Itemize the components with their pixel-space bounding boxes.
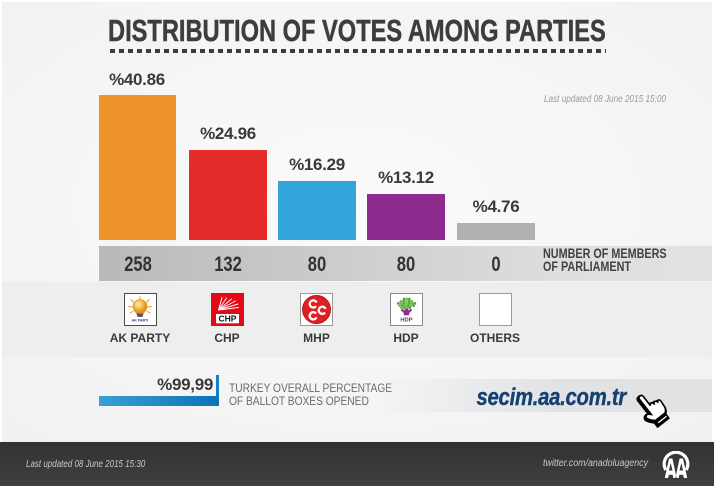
svg-text:HDP: HDP bbox=[400, 317, 412, 323]
svg-text:AK PARTi: AK PARTi bbox=[131, 318, 148, 322]
svg-text:CHP: CHP bbox=[218, 313, 236, 323]
